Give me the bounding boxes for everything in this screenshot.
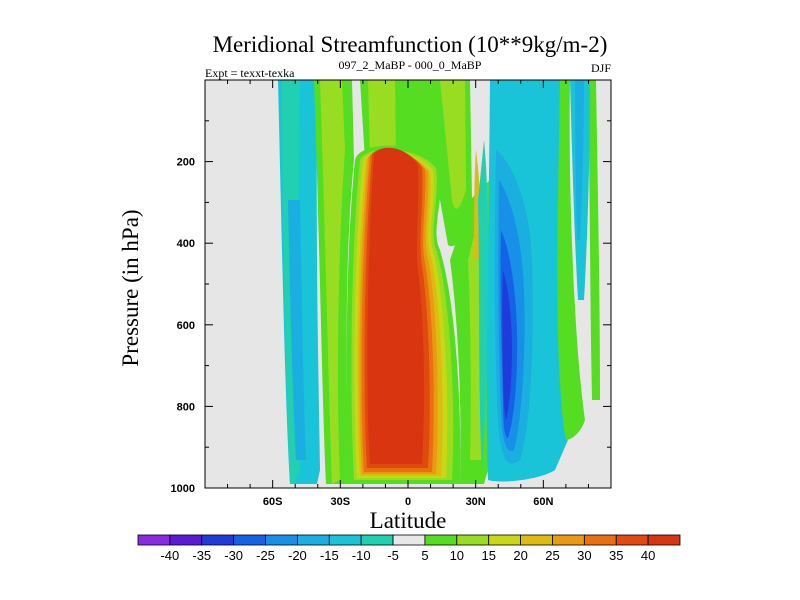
contour-northern-negative-light — [478, 140, 488, 470]
colorbar-swatch — [328, 534, 362, 546]
colorbar-label: 40 — [641, 548, 655, 563]
x-axis-ticks: 60S 30S 0 30N 60N — [204, 80, 612, 508]
y-tick-label: 400 — [177, 238, 195, 250]
colorbar-swatch — [169, 534, 203, 546]
colorbar-labels: -40 -35 -30 -25 -20 -15 -10 -5 5 10 15 20 25 30 35 40 — [160, 548, 655, 563]
plot-area — [204, 79, 612, 489]
colorbar-label: 20 — [513, 548, 527, 563]
colorbar-swatch — [520, 534, 553, 546]
colorbar-swatch — [424, 534, 458, 546]
y-axis-ticks: 200 400 600 800 1000 — [171, 120, 611, 495]
contour-upper-tropical-lime — [368, 80, 396, 160]
colorbar-label: -10 — [352, 548, 371, 563]
colorbar-swatch — [201, 534, 235, 546]
colorbar-swatch — [360, 534, 394, 546]
colorbar-swatch — [583, 534, 617, 546]
experiment-label: Expt = texxt-texka — [205, 66, 295, 80]
y-tick-label: 600 — [177, 320, 195, 332]
contour-northern-positive-band — [557, 80, 585, 440]
contour-upper-tropical-lime-2 — [440, 80, 466, 209]
colorbar-swatch — [647, 534, 681, 546]
colorbar-label: -5 — [387, 548, 399, 563]
colorbar-label: -25 — [256, 548, 275, 563]
colorbar-label: -35 — [192, 548, 211, 563]
colorbar-label: -20 — [288, 548, 307, 563]
comparison-label: 097_2_MaBP - 000_0_MaBP — [339, 58, 482, 72]
colorbar-swatch — [297, 534, 330, 546]
contour-northern-polar-blue — [575, 80, 584, 240]
x-axis-label: Latitude — [370, 508, 447, 533]
colorbar-label: 10 — [450, 548, 464, 563]
colorbar-label: -40 — [160, 548, 179, 563]
colorbar-swatch — [488, 534, 521, 546]
y-axis-label: Pressure (in hPa) — [118, 209, 143, 366]
contour-southern-polar-core — [288, 200, 306, 460]
y-tick-label: 1000 — [171, 483, 195, 495]
x-tick-label: 60N — [533, 496, 553, 508]
x-tick-label: 30N — [466, 496, 486, 508]
contour-northern-negative-30 — [502, 270, 512, 420]
y-tick-label: 800 — [177, 401, 195, 413]
contour-fill-group — [278, 80, 600, 484]
colorbar-label: 30 — [577, 548, 591, 563]
colorbar-label: 35 — [609, 548, 623, 563]
x-tick-label: 30S — [331, 496, 351, 508]
colorbar-swatch — [265, 534, 298, 546]
contour-southern-positive-inner — [320, 80, 345, 484]
colorbar-swatch — [137, 534, 171, 546]
colorbar-swatch — [552, 534, 585, 546]
season-label: DJF — [591, 61, 611, 75]
colorbar-label: 25 — [545, 548, 559, 563]
colorbar-label: -30 — [224, 548, 243, 563]
y-tick-label: 200 — [177, 157, 195, 169]
x-tick-label: 60S — [263, 496, 283, 508]
colorbar-swatch — [615, 534, 649, 546]
colorbar-swatch — [392, 534, 426, 546]
colorbar-label: 15 — [481, 548, 495, 563]
contour-hadley-40 — [367, 147, 425, 464]
colorbar-label: -15 — [320, 548, 339, 563]
chart-title: Meridional Streamfunction (10**9kg/m-2) — [213, 32, 608, 57]
colorbar-swatch — [456, 534, 490, 546]
x-tick-label: 0 — [405, 496, 411, 508]
contour-northern-subtropical-lime — [468, 220, 482, 460]
colorbar-swatch — [233, 534, 266, 546]
colorbar-label: 5 — [421, 548, 428, 563]
colorbar — [137, 534, 681, 546]
contour-northern-positive-right — [588, 80, 600, 400]
